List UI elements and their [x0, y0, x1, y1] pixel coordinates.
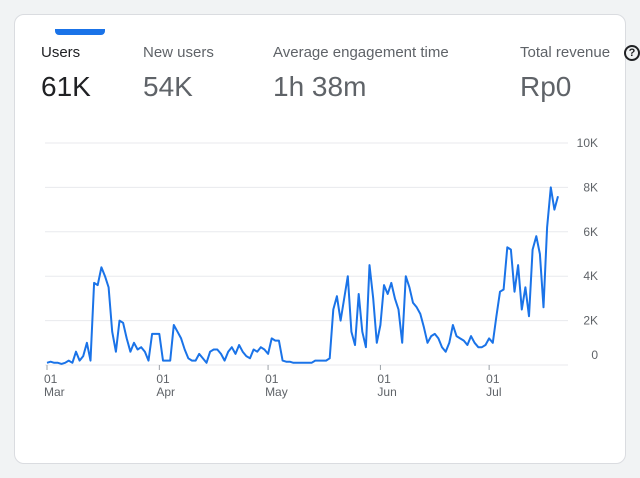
metric-tab-new-users[interactable]: New users 54K — [143, 44, 214, 103]
metric-value: 1h 38m — [273, 71, 367, 102]
metric-label: Users — [41, 44, 81, 61]
y-tick-label: 0 — [591, 348, 598, 362]
selected-metric-indicator — [55, 29, 105, 35]
x-tick-day: 01 — [265, 372, 279, 386]
y-tick-label: 8K — [583, 180, 598, 194]
help-icon[interactable]: ? — [624, 45, 640, 61]
y-tick-label: 4K — [583, 269, 598, 283]
metric-value: 61K — [41, 71, 91, 102]
x-tick-day: 01 — [44, 372, 58, 386]
y-tick-label: 6K — [583, 225, 598, 239]
metric-label: New users — [143, 44, 214, 61]
metric-tab-total-revenue[interactable]: Total revenue Rp0 — [520, 44, 610, 103]
x-tick-month: Jun — [377, 385, 396, 399]
y-tick-label: 10K — [577, 136, 598, 150]
x-tick-month: Apr — [156, 385, 175, 399]
metric-tab-users[interactable]: Users 61K — [41, 44, 91, 103]
x-tick-day: 01 — [486, 372, 500, 386]
metric-value: 54K — [143, 71, 193, 102]
y-tick-label: 2K — [583, 314, 598, 328]
metric-tab-average-engagement-time[interactable]: Average engagement time 1h 38m — [273, 44, 449, 103]
metric-label: Total revenue — [520, 44, 611, 61]
users-overview-card — [14, 14, 626, 464]
x-tick-month: Jul — [486, 385, 501, 399]
metric-value: Rp0 — [520, 71, 572, 102]
x-tick-day: 01 — [377, 372, 391, 386]
metric-label: Average engagement time — [273, 44, 449, 61]
x-tick-day: 01 — [156, 372, 170, 386]
x-tick-month: Mar — [44, 385, 65, 399]
x-tick-month: May — [265, 385, 288, 399]
users-series-line[interactable] — [46, 186, 559, 365]
